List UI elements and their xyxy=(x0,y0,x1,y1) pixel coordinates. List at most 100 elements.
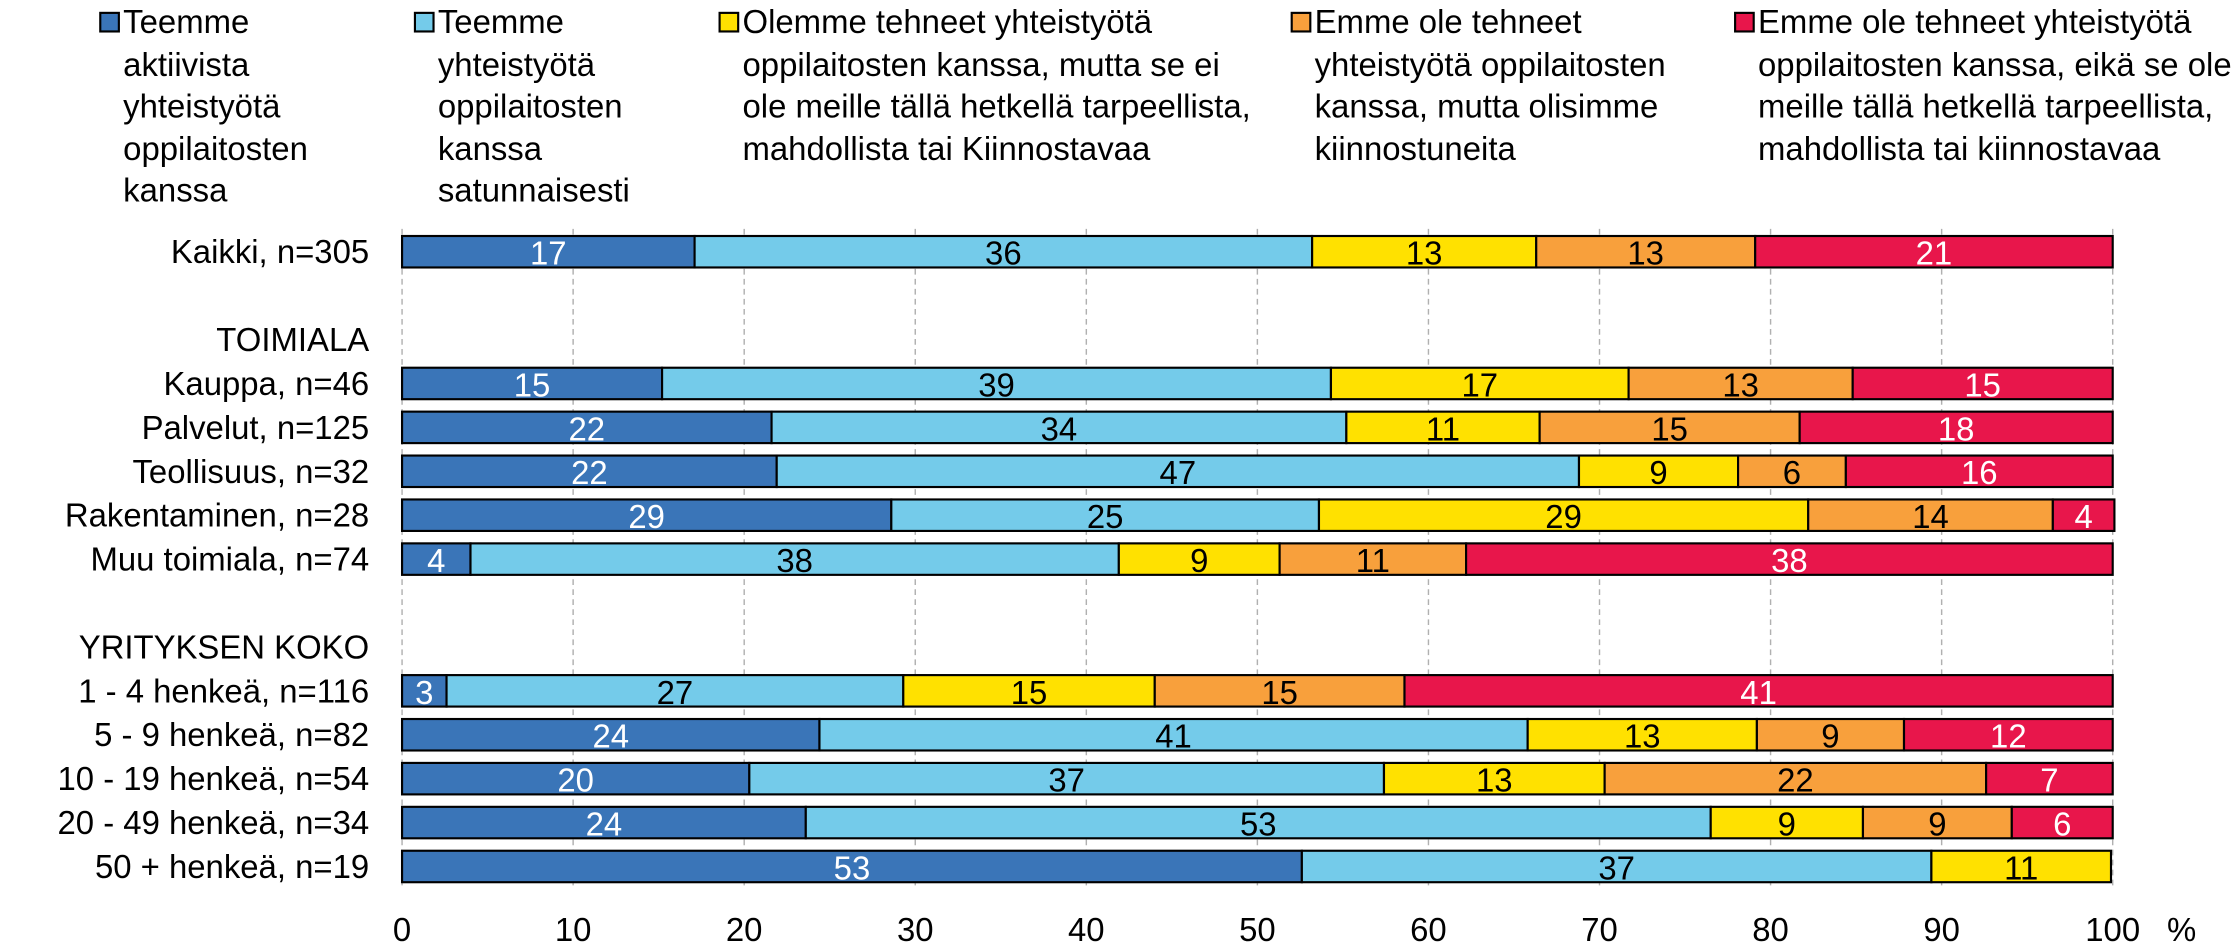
data-label: 17 xyxy=(530,235,567,272)
data-label: 22 xyxy=(569,410,606,447)
bar-segment xyxy=(400,454,778,489)
data-label: 13 xyxy=(1627,235,1664,272)
data-label: 11 xyxy=(2004,849,2038,886)
bar-segment xyxy=(661,366,1333,401)
data-label: 38 xyxy=(776,542,813,579)
bar-segment xyxy=(400,366,664,401)
data-label: 29 xyxy=(1545,498,1582,535)
data-label: 29 xyxy=(628,498,665,535)
bar-segment xyxy=(469,542,1120,576)
y-tick-label: Kauppa, n=46 xyxy=(163,365,369,402)
bar-segment xyxy=(1798,410,2114,445)
data-label: 13 xyxy=(1406,235,1443,272)
bar-segment xyxy=(400,498,893,533)
bar-segment xyxy=(1538,410,1801,445)
data-label: 53 xyxy=(834,849,871,886)
bar-segment xyxy=(1754,234,2114,269)
data-label: 9 xyxy=(1190,542,1208,579)
bar-segment xyxy=(2010,805,2114,840)
data-label: 27 xyxy=(657,674,694,711)
legend-label: Teemme yhteistyötä oppilaitosten kanssa … xyxy=(437,2,630,209)
x-tick-label: 0 xyxy=(393,911,411,944)
bar-segment xyxy=(400,234,696,269)
legend-label: Emme ole tehneet yhteistyötä oppilaitost… xyxy=(1314,2,1666,167)
data-label: 20 xyxy=(557,762,594,799)
x-tick-label: 90 xyxy=(1923,911,1960,944)
data-label: 15 xyxy=(1651,410,1688,447)
data-label: 14 xyxy=(1912,498,1949,535)
x-tick-label: 70 xyxy=(1581,911,1618,944)
data-label: 15 xyxy=(514,366,551,403)
data-label: 53 xyxy=(1240,805,1277,842)
bar-segment xyxy=(1851,366,2114,401)
x-tick-label: 50 xyxy=(1239,911,1276,944)
bar-segment xyxy=(1465,542,2114,576)
legend-label: Teemme aktiivista yhteistyötä oppilaitos… xyxy=(123,2,308,209)
bar-segment xyxy=(1329,366,1630,401)
y-tick-label: 10 - 19 henkeä, n=54 xyxy=(58,760,370,797)
legend-swatch xyxy=(1734,11,1755,33)
x-tick-label: 30 xyxy=(897,911,934,944)
x-tick-label: 40 xyxy=(1068,911,1105,944)
y-tick-label: 50 + henkeä, n=19 xyxy=(95,848,369,885)
data-label: 11 xyxy=(1356,542,1390,579)
data-label: 6 xyxy=(2053,805,2071,842)
legend-entry: Olemme tehneet yhteistyötä oppilaitosten… xyxy=(742,2,1251,167)
bar-segment xyxy=(804,805,1712,840)
data-label: 17 xyxy=(1461,366,1498,403)
y-tick-label: Kaikki, n=305 xyxy=(171,233,369,270)
x-tick-label: 20 xyxy=(726,911,763,944)
bar-segment xyxy=(1317,498,1810,533)
y-tick-label: 5 - 9 henkeä, n=82 xyxy=(94,716,369,753)
bar-segment xyxy=(400,761,751,796)
y-tick-label: YRITYKSEN KOKO xyxy=(79,628,369,665)
data-label: 25 xyxy=(1087,498,1124,535)
bar-segment xyxy=(1709,805,1865,840)
data-label: 38 xyxy=(1771,542,1808,579)
y-tick-label: TOIMIALA xyxy=(216,321,369,358)
data-label: 22 xyxy=(571,454,608,491)
bar-segment xyxy=(1311,234,1538,269)
bar-segment xyxy=(400,674,448,708)
data-label: 15 xyxy=(1261,674,1298,711)
data-label: 9 xyxy=(1821,718,1839,755)
legend-swatch xyxy=(413,11,435,33)
bar-segment xyxy=(818,717,1529,752)
legend-entry: Teemme yhteistyötä oppilaitosten kanssa … xyxy=(437,2,630,209)
bar-segment xyxy=(1985,761,2114,796)
data-label: 13 xyxy=(1476,762,1513,799)
data-label: 15 xyxy=(1011,674,1048,711)
data-label: 24 xyxy=(586,805,623,842)
data-label: 24 xyxy=(592,718,629,755)
data-label: 39 xyxy=(978,366,1015,403)
bar-segment xyxy=(1403,674,2114,708)
data-label: 18 xyxy=(1938,410,1975,447)
bar-segment xyxy=(1902,717,2114,752)
data-label: 15 xyxy=(1964,366,2001,403)
bar-segment xyxy=(1345,410,1541,445)
legend-label: Olemme tehneet yhteistyötä oppilaitosten… xyxy=(742,2,1251,167)
data-label: 12 xyxy=(1990,718,2027,755)
data-label: 9 xyxy=(1778,805,1796,842)
data-label: 6 xyxy=(1783,454,1801,491)
y-tick-label: Rakentaminen, n=28 xyxy=(65,497,369,534)
data-label: 3 xyxy=(415,674,433,711)
data-label: 37 xyxy=(1598,849,1635,886)
data-label: 9 xyxy=(1649,454,1667,491)
bar-segment xyxy=(1627,366,1854,401)
legend-entry: Emme ole tehneet yhteistyötä oppilaitost… xyxy=(1314,2,1666,167)
bar-segment xyxy=(1844,454,2114,489)
y-tick-label: 20 - 49 henkeä, n=34 xyxy=(58,804,370,841)
legend-entry: Teemme aktiivista yhteistyötä oppilaitos… xyxy=(123,2,308,209)
legend-swatch xyxy=(718,11,740,33)
bar-segment xyxy=(400,717,821,752)
bar-segment xyxy=(1278,542,1468,576)
legend-swatch xyxy=(99,11,120,33)
data-label: 36 xyxy=(985,235,1022,272)
data-label: 34 xyxy=(1041,410,1078,447)
bar-segment xyxy=(775,454,1581,489)
bar-segment xyxy=(693,234,1314,269)
x-tick-label: 60 xyxy=(1410,911,1447,944)
